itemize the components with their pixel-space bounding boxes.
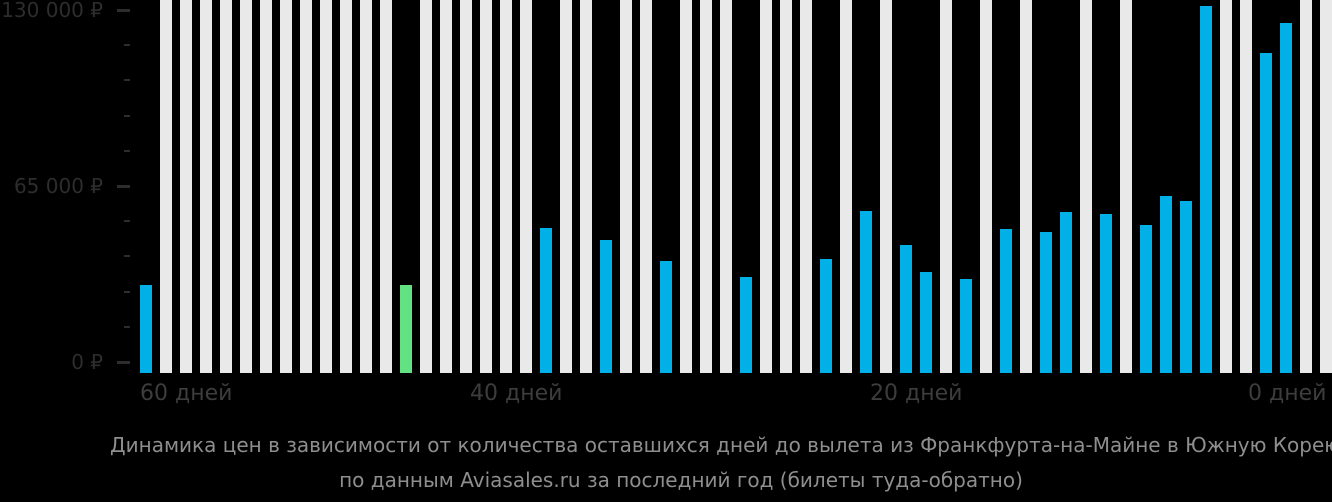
placeholder-bar bbox=[880, 0, 892, 373]
placeholder-bar bbox=[700, 0, 712, 373]
price-bar[interactable] bbox=[740, 277, 752, 373]
y-axis-label: 130 000 ₽ bbox=[1, 0, 103, 22]
placeholder-bar bbox=[280, 0, 292, 373]
y-axis-minor-tick bbox=[124, 115, 130, 117]
y-axis-label: 65 000 ₽ bbox=[13, 174, 103, 198]
placeholder-bar bbox=[260, 0, 272, 373]
placeholder-bar bbox=[980, 0, 992, 373]
placeholder-bar bbox=[1120, 0, 1132, 373]
price-bar[interactable] bbox=[1040, 232, 1052, 373]
price-bar[interactable] bbox=[1100, 214, 1112, 373]
price-bar[interactable] bbox=[1160, 196, 1172, 373]
price-bar[interactable] bbox=[600, 240, 612, 373]
placeholder-bar bbox=[780, 0, 792, 373]
placeholder-bar bbox=[460, 0, 472, 373]
placeholder-bar bbox=[440, 0, 452, 373]
placeholder-bar bbox=[1320, 0, 1332, 373]
placeholder-bar bbox=[680, 0, 692, 373]
placeholder-bar bbox=[720, 0, 732, 373]
price-bar[interactable] bbox=[140, 285, 152, 373]
x-axis-label: 60 дней bbox=[140, 381, 233, 406]
y-axis-major-tick bbox=[117, 185, 130, 188]
price-bar[interactable] bbox=[540, 228, 552, 373]
y-axis-minor-tick bbox=[124, 44, 130, 46]
y-axis-minor-tick bbox=[124, 150, 130, 152]
price-bar[interactable] bbox=[1180, 201, 1192, 373]
placeholder-bar bbox=[200, 0, 212, 373]
y-axis-minor-tick bbox=[124, 326, 130, 328]
chart-subtitle: по данным Aviasales.ru за последний год … bbox=[339, 468, 1023, 492]
placeholder-bar bbox=[1240, 0, 1252, 373]
price-bar[interactable] bbox=[1260, 53, 1272, 373]
placeholder-bar bbox=[420, 0, 432, 373]
placeholder-bar bbox=[1080, 0, 1092, 373]
placeholder-bar bbox=[620, 0, 632, 373]
placeholder-bar bbox=[760, 0, 772, 373]
placeholder-bar bbox=[800, 0, 812, 373]
min-price-bar[interactable] bbox=[400, 285, 412, 373]
price-bar[interactable] bbox=[820, 259, 832, 373]
chart-plot-area: 130 000 ₽ 65 000 ₽ 0 ₽ bbox=[1, 0, 1332, 374]
price-bar[interactable] bbox=[1140, 225, 1152, 373]
placeholder-bar bbox=[180, 0, 192, 373]
placeholder-bar bbox=[840, 0, 852, 373]
y-axis-minor-tick bbox=[124, 220, 130, 222]
price-bar[interactable] bbox=[660, 261, 672, 373]
x-axis-label: 0 дней bbox=[1248, 381, 1327, 406]
placeholder-bar bbox=[940, 0, 952, 373]
price-bar[interactable] bbox=[1000, 229, 1012, 373]
placeholder-bar bbox=[520, 0, 532, 373]
placeholder-bar bbox=[1300, 0, 1312, 373]
price-bar[interactable] bbox=[920, 272, 932, 373]
price-bar[interactable] bbox=[860, 211, 872, 373]
y-axis-major-tick bbox=[117, 361, 130, 364]
placeholder-bar bbox=[360, 0, 372, 373]
placeholder-bar bbox=[340, 0, 352, 373]
x-axis-label: 20 дней bbox=[870, 381, 963, 406]
placeholder-bar bbox=[500, 0, 512, 373]
placeholder-bar bbox=[160, 0, 172, 373]
placeholder-bar bbox=[320, 0, 332, 373]
placeholder-bar bbox=[580, 0, 592, 373]
placeholder-bar bbox=[640, 0, 652, 373]
chart-title: Динамика цен в зависимости от количества… bbox=[110, 433, 1332, 457]
price-bar[interactable] bbox=[1280, 23, 1292, 373]
placeholder-bar bbox=[480, 0, 492, 373]
y-axis-minor-tick bbox=[124, 291, 130, 293]
x-axis-label: 40 дней bbox=[470, 381, 563, 406]
placeholder-bar bbox=[1220, 0, 1232, 373]
y-axis-label: 0 ₽ bbox=[71, 350, 103, 374]
y-axis-major-tick bbox=[117, 9, 130, 12]
price-bar[interactable] bbox=[1200, 6, 1212, 373]
placeholder-bar bbox=[300, 0, 312, 373]
placeholder-bar bbox=[380, 0, 392, 373]
price-bar[interactable] bbox=[960, 279, 972, 373]
placeholder-bar bbox=[560, 0, 572, 373]
y-axis-minor-tick bbox=[124, 79, 130, 81]
price-bar[interactable] bbox=[1060, 212, 1072, 373]
price-bar[interactable] bbox=[900, 245, 912, 373]
y-axis-minor-tick bbox=[124, 255, 130, 257]
placeholder-bar bbox=[220, 0, 232, 373]
placeholder-bar bbox=[240, 0, 252, 373]
placeholder-bar bbox=[1020, 0, 1032, 373]
